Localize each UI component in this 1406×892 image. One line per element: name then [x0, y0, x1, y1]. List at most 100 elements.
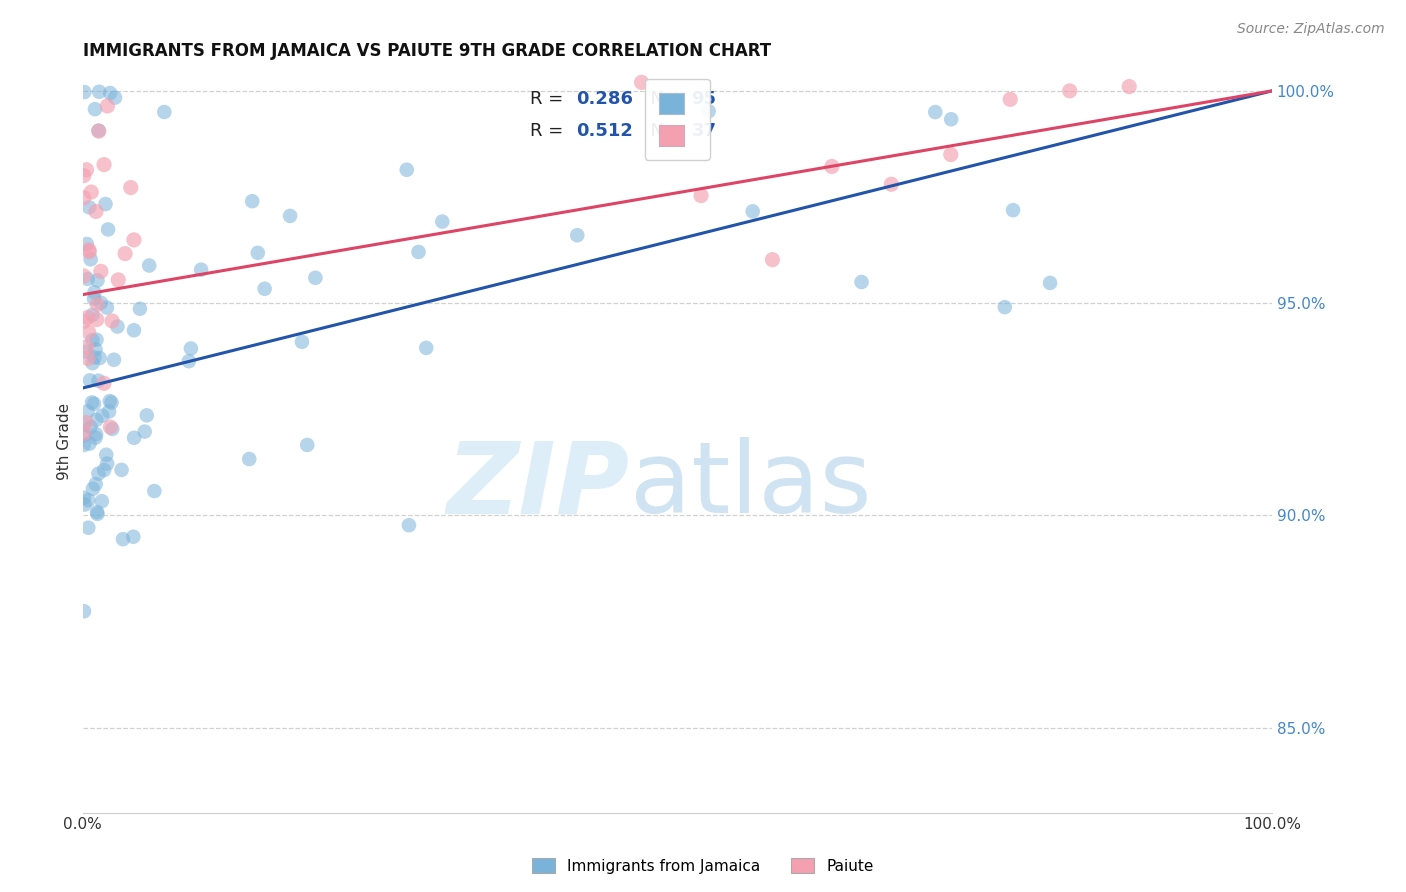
Point — [79, 200, 101, 214]
Point — [153, 105, 176, 120]
Point — [97, 222, 120, 236]
Point — [83, 397, 105, 411]
Point — [122, 233, 145, 247]
Point — [134, 425, 156, 439]
Point — [93, 463, 115, 477]
Point — [73, 428, 96, 442]
Legend: , : , — [645, 78, 710, 160]
Point — [994, 300, 1017, 314]
Point — [80, 395, 103, 409]
Point — [103, 352, 125, 367]
Point — [87, 467, 110, 481]
Point — [100, 395, 122, 409]
Point — [98, 394, 121, 409]
Point — [111, 532, 134, 546]
Point — [135, 409, 157, 423]
Point — [939, 147, 962, 161]
Point — [96, 448, 118, 462]
Point — [73, 417, 96, 432]
Point — [84, 204, 107, 219]
Point — [86, 297, 108, 311]
Text: IMMIGRANTS FROM JAMAICA VS PAIUTE 9TH GRADE CORRELATION CHART: IMMIGRANTS FROM JAMAICA VS PAIUTE 9TH GR… — [83, 42, 770, 60]
Point — [110, 463, 132, 477]
Point — [75, 416, 97, 430]
Point — [304, 270, 326, 285]
Y-axis label: 9th Grade: 9th Grade — [58, 402, 72, 480]
Point — [297, 438, 319, 452]
Text: R =: R = — [530, 121, 569, 139]
Text: Source: ZipAtlas.com: Source: ZipAtlas.com — [1237, 22, 1385, 37]
Point — [138, 259, 160, 273]
Text: N =: N = — [640, 121, 690, 139]
Point — [253, 282, 276, 296]
Point — [89, 351, 111, 365]
Point — [87, 374, 110, 388]
Point — [76, 272, 98, 286]
Point — [87, 123, 110, 137]
Point — [939, 112, 962, 127]
Point — [741, 204, 763, 219]
Point — [101, 314, 124, 328]
Point — [90, 264, 112, 278]
Point — [77, 325, 100, 339]
Point — [246, 245, 269, 260]
Point — [84, 431, 107, 445]
Point — [75, 162, 97, 177]
Point — [128, 301, 150, 316]
Point — [690, 188, 713, 202]
Point — [76, 237, 98, 252]
Point — [73, 85, 96, 99]
Point — [238, 452, 260, 467]
Point — [240, 194, 263, 209]
Point — [86, 312, 108, 326]
Point — [86, 333, 108, 347]
Text: R =: R = — [530, 90, 569, 108]
Point — [91, 409, 114, 423]
Point — [177, 354, 200, 368]
Text: ZIP: ZIP — [447, 437, 630, 534]
Point — [73, 604, 96, 618]
Point — [114, 246, 136, 260]
Point — [90, 494, 112, 508]
Text: N =: N = — [640, 90, 690, 108]
Point — [94, 197, 117, 211]
Point — [408, 244, 430, 259]
Point — [79, 373, 101, 387]
Point — [122, 323, 145, 337]
Point — [73, 426, 96, 441]
Point — [73, 498, 96, 512]
Point — [79, 436, 101, 450]
Point — [86, 505, 108, 519]
Point — [73, 169, 96, 183]
Point — [77, 243, 100, 257]
Text: 37: 37 — [692, 121, 717, 139]
Point — [122, 431, 145, 445]
Point — [84, 343, 107, 357]
Point — [79, 252, 101, 267]
Point — [77, 244, 100, 259]
Point — [84, 102, 107, 116]
Point — [79, 420, 101, 434]
Point — [84, 477, 107, 491]
Point — [630, 75, 652, 89]
Point — [77, 493, 100, 508]
Point — [73, 491, 96, 505]
Text: 0.512: 0.512 — [576, 121, 633, 139]
Point — [89, 85, 111, 99]
Point — [122, 530, 145, 544]
Point — [291, 334, 314, 349]
Point — [107, 273, 129, 287]
Point — [76, 404, 98, 418]
Point — [83, 285, 105, 300]
Point — [87, 124, 110, 138]
Point — [77, 351, 100, 366]
Point — [1039, 276, 1062, 290]
Point — [1002, 203, 1025, 218]
Point — [107, 319, 129, 334]
Point — [82, 333, 104, 347]
Point — [180, 342, 202, 356]
Point — [96, 301, 118, 315]
Point — [398, 518, 420, 533]
Point — [697, 104, 720, 119]
Point — [73, 314, 96, 328]
